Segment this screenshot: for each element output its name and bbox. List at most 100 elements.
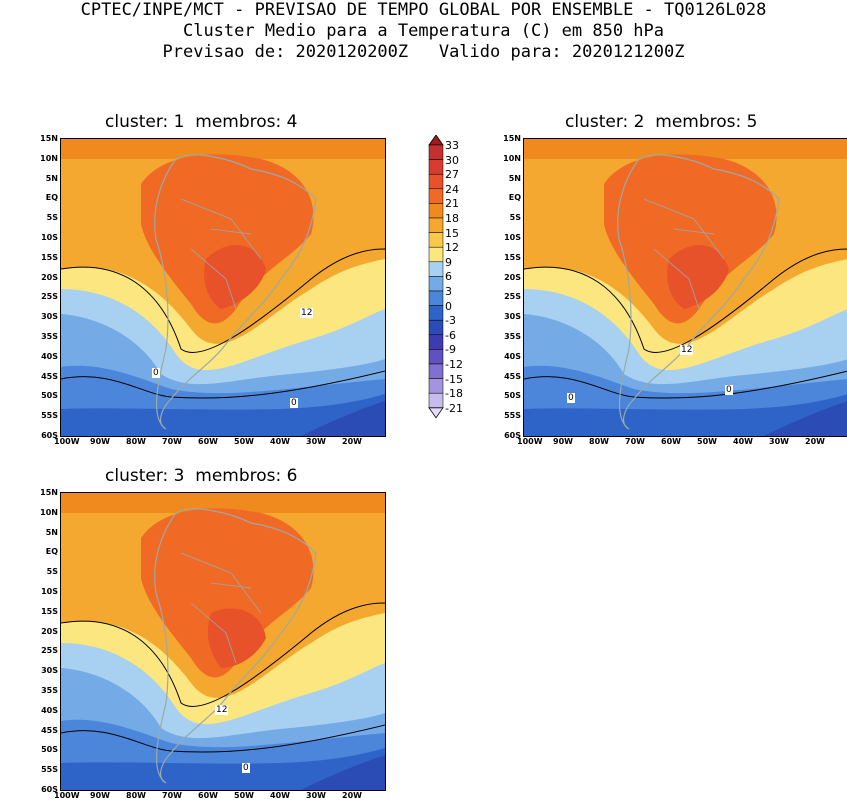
lon-tick-label: 90W xyxy=(553,437,573,446)
lat-tick-label: 50S xyxy=(41,745,58,755)
lat-tick-label: 10N xyxy=(40,507,58,517)
field-band xyxy=(61,394,385,436)
field-band xyxy=(301,401,385,436)
colorbar-swatch xyxy=(428,276,444,292)
colorbar-label: 27 xyxy=(445,168,459,182)
lat-tick-label: 45S xyxy=(41,725,58,735)
colorbar-label: 15 xyxy=(445,226,459,240)
field-band xyxy=(204,245,266,309)
lon-tick-label: 100W xyxy=(54,437,80,446)
field-band xyxy=(301,755,385,790)
lat-tick-label: 10S xyxy=(41,233,58,242)
panel-title: cluster: 1 membros: 4 xyxy=(105,112,298,132)
colorbar-label: -3 xyxy=(445,314,456,328)
contour-line xyxy=(61,724,385,753)
contour-label: 12 xyxy=(300,308,314,318)
lat-tick-label: 60S xyxy=(41,785,58,794)
coastline xyxy=(154,154,317,430)
colorbar-label: 33 xyxy=(445,139,459,152)
colorbar-swatch xyxy=(428,144,444,160)
contour-line xyxy=(61,248,385,353)
colorbar-swatch xyxy=(428,173,444,190)
lon-tick-label: 50W xyxy=(234,791,254,800)
colorbar-swatch xyxy=(428,392,444,409)
lat-tick-label: 15S xyxy=(504,252,521,262)
panel-title: cluster: 2 membros: 5 xyxy=(565,112,758,132)
lon-tick-label: 70W xyxy=(162,437,182,446)
lon-tick-label: 20W xyxy=(342,437,362,446)
lat-tick-label: 55S xyxy=(41,411,58,421)
colorbar-label: -15 xyxy=(445,372,463,386)
lat-tick-label: 50S xyxy=(504,391,521,401)
colorbar-label: 3 xyxy=(445,285,452,298)
country-borders xyxy=(180,552,262,664)
lon-tick-label: 100W xyxy=(54,791,80,800)
colorbar-swatch xyxy=(428,159,444,175)
lat-tick-label: 5N xyxy=(45,173,58,183)
field-band xyxy=(524,139,847,159)
colorbar-label: 0 xyxy=(445,299,452,313)
colorbar-label: 9 xyxy=(445,255,452,269)
contour-label: 0 xyxy=(152,368,160,378)
colorbar-swatch xyxy=(428,188,444,204)
lat-tick-label: 10S xyxy=(41,587,58,596)
temperature-map xyxy=(60,492,386,791)
lat-tick-label: 15S xyxy=(41,606,58,616)
lon-tick-label: 30W xyxy=(306,791,326,800)
colorbar-label: -12 xyxy=(445,358,463,371)
colorbar-label: 6 xyxy=(445,270,452,284)
lat-tick-label: 45S xyxy=(41,371,58,381)
colorbar-label: 18 xyxy=(445,212,459,225)
lat-tick-label: 20S xyxy=(504,272,521,282)
contour-line xyxy=(61,602,385,707)
lat-tick-label: 50S xyxy=(41,391,58,401)
contour-line xyxy=(61,370,385,399)
lon-tick-label: 50W xyxy=(234,437,254,446)
lat-tick-label: 35S xyxy=(41,332,58,341)
field-band xyxy=(524,394,847,436)
field-band xyxy=(207,608,266,668)
lat-tick-label: 25S xyxy=(504,292,521,302)
lon-tick-label: 40W xyxy=(270,791,290,800)
lat-tick-label: 60S xyxy=(504,431,521,440)
lat-tick-label: 15N xyxy=(503,134,521,143)
lat-tick-label: 35S xyxy=(504,332,521,341)
colorbar-arrow-bottom xyxy=(428,407,444,419)
field-band xyxy=(667,245,729,309)
colorbar-swatch xyxy=(428,203,444,219)
colorbar-label: -21 xyxy=(445,401,463,415)
lon-tick-label: 60W xyxy=(661,437,681,446)
header-line-1: CPTEC/INPE/MCT - PREVISAO DE TEMPO GLOBA… xyxy=(80,0,767,20)
lat-tick-label: 15N xyxy=(40,134,58,143)
colorbar-label: -6 xyxy=(445,328,456,342)
lat-tick-label: 35S xyxy=(41,686,58,695)
temperature-map xyxy=(523,138,847,437)
lat-tick-label: 25S xyxy=(41,646,58,656)
lat-tick-label: 5S xyxy=(46,567,58,577)
colorbar-arrow-top xyxy=(428,135,444,146)
lat-tick-label: 30S xyxy=(504,312,521,322)
panel-title: cluster: 3 membros: 6 xyxy=(105,466,298,486)
colorbar-swatch xyxy=(428,261,444,277)
field-band xyxy=(604,154,777,324)
lat-tick-label: 5S xyxy=(509,213,521,223)
lon-tick-label: 60W xyxy=(198,437,218,446)
lon-tick-label: 90W xyxy=(90,791,110,800)
lon-tick-label: 40W xyxy=(733,437,753,446)
header-line-2: Cluster Medio para a Temperatura (C) em … xyxy=(182,21,665,41)
contour-line xyxy=(524,370,847,399)
colorbar-swatch xyxy=(428,217,444,233)
contour-label: 0 xyxy=(242,763,250,773)
field-band xyxy=(61,493,385,513)
lat-tick-label: EQ xyxy=(45,547,58,557)
colorbar-label: 12 xyxy=(445,241,459,255)
lon-tick-label: 80W xyxy=(126,437,146,446)
lon-tick-label: 90W xyxy=(90,437,110,446)
header-line-3: Previsao de: 2020120200Z Valido para: 20… xyxy=(162,42,685,62)
lat-tick-label: 10S xyxy=(504,233,521,242)
colorbar-swatch xyxy=(428,349,444,365)
lat-tick-label: EQ xyxy=(508,193,521,203)
colorbar-label: -9 xyxy=(445,343,456,357)
lon-tick-label: 30W xyxy=(769,437,789,446)
temperature-map xyxy=(60,138,386,437)
